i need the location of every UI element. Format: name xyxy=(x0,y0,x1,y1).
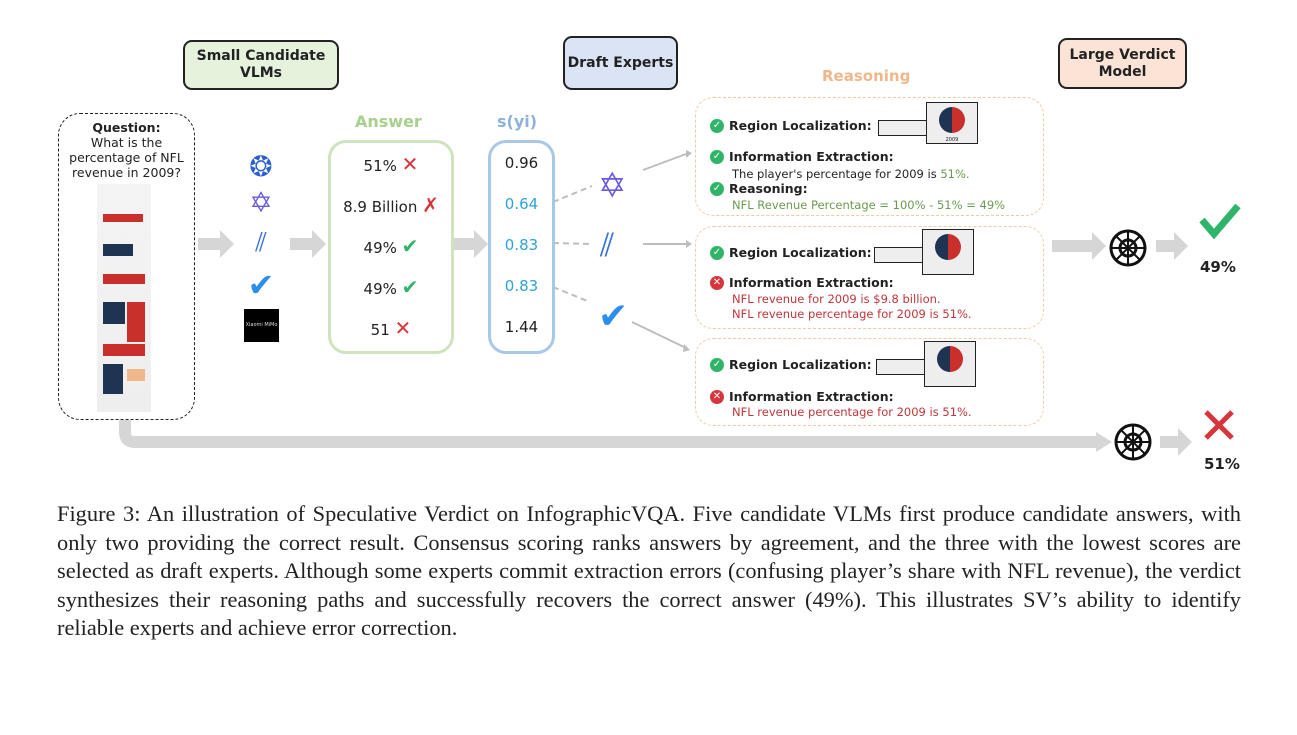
score-value: 0.64 xyxy=(504,195,539,213)
score-value: 0.96 xyxy=(504,154,539,172)
score-value: 1.44 xyxy=(504,318,539,336)
region-thumbnail-icon: 2009 xyxy=(878,102,978,144)
openai-logo-icon xyxy=(1114,423,1152,461)
reasoning-box-2: ✓ Region Localization: ✕ Information Extra… xyxy=(695,226,1044,329)
arrow xyxy=(198,230,234,258)
x-circle-icon: ✕ xyxy=(710,275,724,290)
small-vlms-header: Small Candidate VLMs xyxy=(183,40,339,90)
verdict-answer-bottom: 51% xyxy=(1204,455,1240,473)
reasoning-box-3: ✓ Region Localization: ✕ Information Extra… xyxy=(695,338,1044,426)
score-label: s(yi) xyxy=(497,112,538,131)
score-value: 0.83 xyxy=(504,277,539,295)
glm-expert-icon: ⫽ xyxy=(600,226,615,264)
check-circle-icon: ✓ xyxy=(710,118,724,133)
cross-icon xyxy=(1204,410,1234,440)
extraction-text: The player's percentage for 2009 is 51%. xyxy=(732,167,970,181)
cross-icon: ✕ xyxy=(394,316,412,340)
glm-logo-icon: ⫽ xyxy=(255,228,267,258)
region-thumbnail-icon xyxy=(874,229,974,275)
reasoning-box-1: ✓ Region Localization: 2009 ✓ Information … xyxy=(695,97,1044,216)
xiaomi-mimo-logo: Xiaomi MiMo xyxy=(244,309,279,342)
arrow xyxy=(1156,232,1188,260)
v-logo-icon: ✔ xyxy=(247,266,275,304)
answer-label: Answer xyxy=(355,112,422,131)
verdict-answer-top: 49% xyxy=(1200,258,1236,276)
v-expert-icon: ✔ xyxy=(598,296,629,337)
arrow xyxy=(452,230,488,258)
answer-row: 49% ✔ xyxy=(363,234,419,258)
qwen-expert-icon: ✡ xyxy=(598,166,627,206)
check-circle-icon: ✓ xyxy=(710,245,724,260)
vlm-logo-1-icon: ❂ xyxy=(249,150,273,183)
answer-column: 51% ✕ 8.9 Billion ✗ 49% ✔ 49% ✔ 51 ✕ xyxy=(328,140,454,354)
cross-icon: ✕ xyxy=(401,152,419,176)
answer-row: 51% ✕ xyxy=(363,152,419,176)
large-verdict-header: Large Verdict Model xyxy=(1058,38,1187,89)
extraction-text: NFL revenue for 2009 is $9.8 billion. xyxy=(732,292,941,306)
check-circle-icon: ✓ xyxy=(710,181,724,196)
draft-experts-header: Draft Experts xyxy=(563,36,678,90)
x-circle-icon: ✕ xyxy=(710,389,724,404)
qwen-logo-icon: ✡ xyxy=(249,186,273,219)
extraction-text: NFL revenue percentage for 2009 is 51%. xyxy=(732,405,972,419)
check-circle-icon: ✓ xyxy=(710,357,724,372)
question-box: Question: What is the percentage of NFL … xyxy=(58,113,195,420)
check-icon: ✔ xyxy=(401,234,419,258)
arrows-layer xyxy=(119,150,1241,461)
question-label: Question: xyxy=(92,120,161,135)
answer-row: 51 ✕ xyxy=(370,316,412,340)
bypass-arrow xyxy=(119,420,1100,448)
check-circle-icon: ✓ xyxy=(710,149,724,164)
infographic-thumbnail xyxy=(97,184,151,412)
reasoning-label: Reasoning xyxy=(822,67,911,85)
figure-caption: Figure 3: An illustration of Speculative… xyxy=(57,501,1241,641)
cross-icon: ✗ xyxy=(422,193,439,217)
question-text: What is the percentage of NFL revenue in… xyxy=(69,135,184,180)
answer-row: 49% ✔ xyxy=(363,275,419,299)
openai-logo-icon xyxy=(1109,229,1147,267)
check-icon: ✔ xyxy=(401,275,419,299)
answer-row: 8.9 Billion ✗ xyxy=(343,193,439,217)
check-icon xyxy=(1199,203,1241,240)
extraction-text: NFL revenue percentage for 2009 is 51%. xyxy=(732,307,972,321)
reasoning-text: NFL Revenue Percentage = 100% - 51% = 49… xyxy=(732,198,1006,212)
arrow xyxy=(1052,232,1106,260)
region-thumbnail-icon xyxy=(876,341,976,387)
score-column: 0.96 0.64 0.83 0.83 1.44 xyxy=(488,140,555,354)
arrow xyxy=(290,230,326,258)
score-value: 0.83 xyxy=(504,236,539,254)
